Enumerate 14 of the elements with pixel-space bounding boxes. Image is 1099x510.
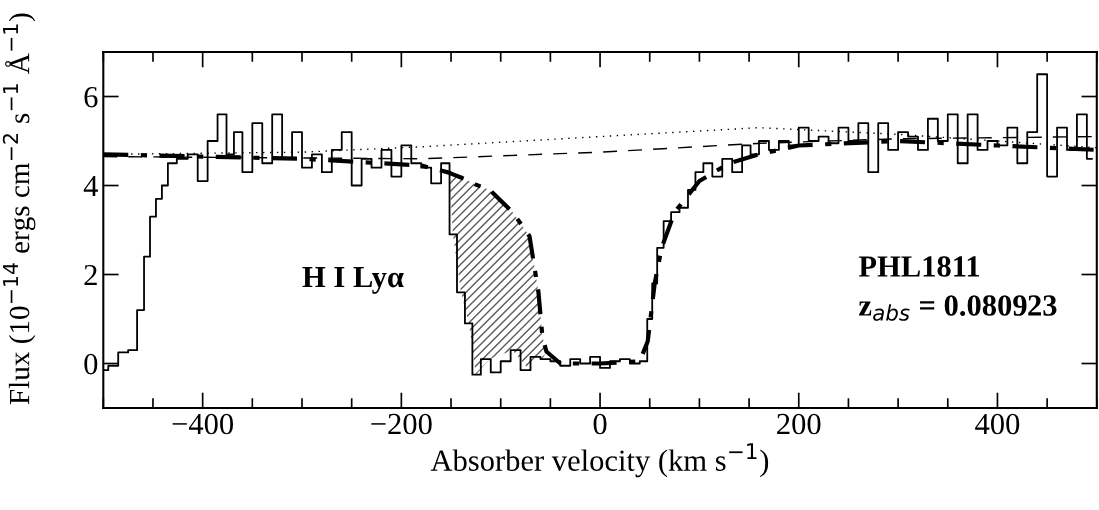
annotation: H I Lyα: [302, 267, 404, 294]
y-tick-label: 2: [84, 264, 97, 286]
x-axis-title: Absorber velocity (km s$^{−1}$): [430, 443, 769, 478]
x-tick-label: −400: [172, 413, 234, 435]
annotation: z$_{abs}$ = 0.080923: [858, 295, 1057, 321]
y-tick-label: 0: [84, 353, 98, 375]
x-tick-label: −200: [371, 413, 432, 435]
y-tick-label: 6: [84, 86, 98, 108]
y-tick-label: 4: [83, 176, 98, 197]
x-tick-label: 0: [593, 413, 607, 435]
x-tick-label: 200: [777, 413, 821, 435]
annotation: PHL1811: [858, 256, 980, 277]
x-tick-label: 400: [975, 413, 1020, 435]
text: Flux (10$^{−14}$ ergs cm$^{−2}$ s$^{−1}$ Å$^{−1}$): [2, 13, 36, 405]
